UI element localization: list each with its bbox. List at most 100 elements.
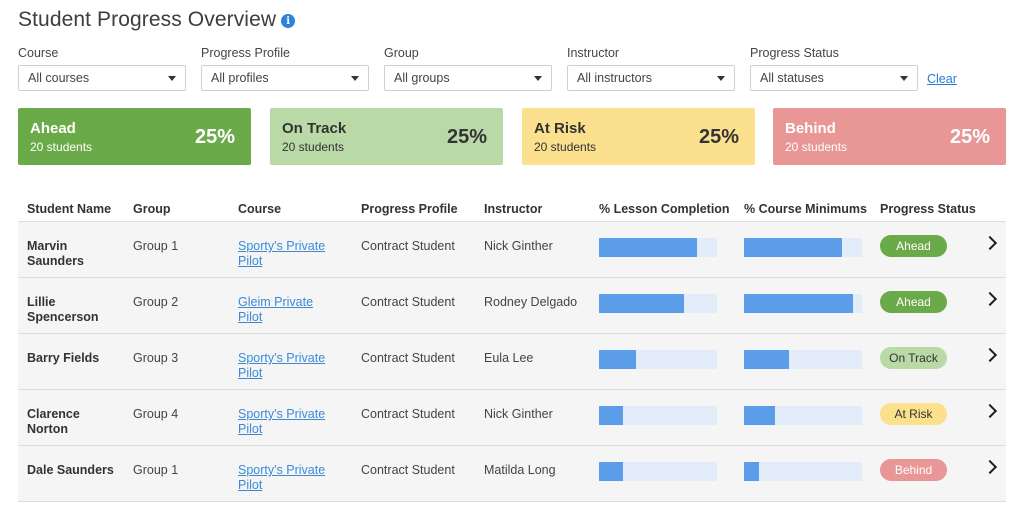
card-title: On Track: [282, 120, 347, 137]
student-group: Group 1: [133, 463, 179, 477]
progress-profile-select[interactable]: All profiles: [201, 65, 369, 91]
column-header-course[interactable]: Course: [238, 202, 282, 216]
card-title: Behind: [785, 120, 836, 137]
filter-label: Group: [384, 46, 419, 60]
caret-down-icon: [717, 76, 725, 81]
chevron-right-icon[interactable]: [982, 459, 998, 475]
course-minimums-bar: [744, 294, 862, 313]
course-minimums-fill: [744, 462, 760, 481]
course-minimums-fill: [744, 350, 789, 369]
progress-profile: Contract Student: [361, 295, 455, 309]
lesson-completion-bar: [599, 350, 717, 369]
card-percentage: 25%: [446, 126, 487, 148]
filter-label: Progress Profile: [201, 46, 290, 60]
status-badge: Ahead: [880, 235, 947, 257]
column-header-instructor[interactable]: Instructor: [484, 202, 543, 216]
student-course: Sporty's Private Pilot: [238, 407, 338, 436]
caret-down-icon: [534, 76, 542, 81]
table-row[interactable]: Dale Saunders Group 1 Sporty's Private Pil…: [18, 446, 1006, 502]
student-name: Barry Fields: [27, 351, 100, 365]
chevron-right-icon[interactable]: [982, 235, 998, 251]
chevron-right-icon[interactable]: [982, 403, 998, 419]
table-row[interactable]: Marvin Saunders Group 1 Sporty's Private P…: [18, 222, 1006, 278]
course-link[interactable]: Sporty's Private Pilot: [238, 463, 326, 492]
student-course: Sporty's Private Pilot: [238, 239, 338, 268]
column-header-progress-profile[interactable]: Progress Profile: [361, 202, 458, 216]
lesson-completion-bar: [599, 294, 717, 313]
select-value: All courses: [28, 71, 90, 85]
card-title: Ahead: [30, 120, 76, 137]
table-row[interactable]: Barry Fields Group 3 Sporty's Private Pilo…: [18, 334, 1006, 390]
column-header-group[interactable]: Group: [133, 202, 171, 216]
student-name: Marvin Saunders: [27, 239, 84, 268]
student-name: Dale Saunders: [27, 463, 114, 477]
instructor-select[interactable]: All instructors: [567, 65, 735, 91]
filter-progress-status: Progress Status All statuses: [750, 46, 918, 91]
progress-status-select[interactable]: All statuses: [750, 65, 918, 91]
status-badge: At Risk: [880, 403, 947, 425]
student-group: Group 3: [133, 351, 179, 365]
clear-filters-link[interactable]: Clear: [927, 72, 957, 86]
chevron-right-icon[interactable]: [982, 347, 998, 363]
lesson-completion-fill: [599, 406, 623, 425]
student-group: Group 2: [133, 295, 179, 309]
lesson-completion-fill: [599, 294, 684, 313]
instructor-name: Eula Lee: [484, 351, 534, 365]
lesson-completion-bar: [599, 238, 717, 257]
column-header-course-minimums[interactable]: % Course Minimums: [744, 202, 867, 216]
table-row[interactable]: Clarence Norton Group 4 Sporty's Private P…: [18, 390, 1006, 446]
course-minimums-fill: [744, 294, 853, 313]
lesson-completion-bar: [599, 462, 717, 481]
lesson-completion-fill: [599, 462, 623, 481]
status-card-ahead[interactable]: Ahead 20 students 25%: [18, 108, 251, 165]
status-card-on-track[interactable]: On Track 20 students 25%: [270, 108, 503, 165]
caret-down-icon: [900, 76, 908, 81]
card-student-count: 20 students: [534, 140, 597, 154]
column-header-student-name[interactable]: Student Name: [27, 202, 112, 216]
info-icon[interactable]: i: [281, 14, 296, 28]
lesson-completion-bar: [599, 406, 717, 425]
filter-group: Group All groups: [384, 46, 552, 91]
course-link[interactable]: Sporty's Private Pilot: [238, 239, 326, 268]
chevron-right-icon[interactable]: [982, 291, 998, 307]
student-group: Group 1: [133, 239, 179, 253]
instructor-name: Rodney Delgado: [484, 295, 578, 309]
student-course: Sporty's Private Pilot: [238, 463, 338, 492]
status-badge: On Track: [880, 347, 947, 369]
course-minimums-bar: [744, 406, 862, 425]
student-course: Gleim Private Pilot: [238, 295, 338, 324]
card-student-count: 20 students: [30, 140, 93, 154]
course-minimums-fill: [744, 406, 775, 425]
select-value: All profiles: [211, 71, 269, 85]
table-row[interactable]: Lillie Spencerson Group 2 Gleim Private Pi…: [18, 278, 1006, 334]
lesson-completion-fill: [599, 238, 697, 257]
card-student-count: 20 students: [785, 140, 848, 154]
filter-label: Progress Status: [750, 46, 839, 60]
card-student-count: 20 students: [282, 140, 345, 154]
course-minimums-bar: [744, 350, 862, 369]
filter-progress-profile: Progress Profile All profiles: [201, 46, 369, 91]
student-name: Lillie Spencerson: [27, 295, 99, 324]
course-link[interactable]: Gleim Private Pilot: [238, 295, 314, 324]
group-select[interactable]: All groups: [384, 65, 552, 91]
card-percentage: 25%: [698, 126, 739, 148]
lesson-completion-fill: [599, 350, 636, 369]
column-header-progress-status[interactable]: Progress Status: [880, 202, 976, 216]
page-header: Student Progress Overview i: [18, 8, 296, 32]
course-link[interactable]: Sporty's Private Pilot: [238, 351, 326, 380]
course-link[interactable]: Sporty's Private Pilot: [238, 407, 326, 436]
status-card-behind[interactable]: Behind 20 students 25%: [773, 108, 1006, 165]
progress-profile: Contract Student: [361, 407, 455, 421]
status-badge: Ahead: [880, 291, 947, 313]
status-card-at-risk[interactable]: At Risk 20 students 25%: [522, 108, 755, 165]
instructor-name: Nick Ginther: [484, 407, 553, 421]
student-course: Sporty's Private Pilot: [238, 351, 338, 380]
card-percentage: 25%: [194, 126, 235, 148]
column-header-lesson-completion[interactable]: % Lesson Completion: [599, 202, 730, 216]
course-select[interactable]: All courses: [18, 65, 186, 91]
course-minimums-bar: [744, 238, 862, 257]
student-name: Clarence Norton: [27, 407, 80, 436]
progress-profile: Contract Student: [361, 239, 455, 253]
instructor-name: Matilda Long: [484, 463, 556, 477]
page-title: Student Progress Overview: [18, 8, 277, 31]
